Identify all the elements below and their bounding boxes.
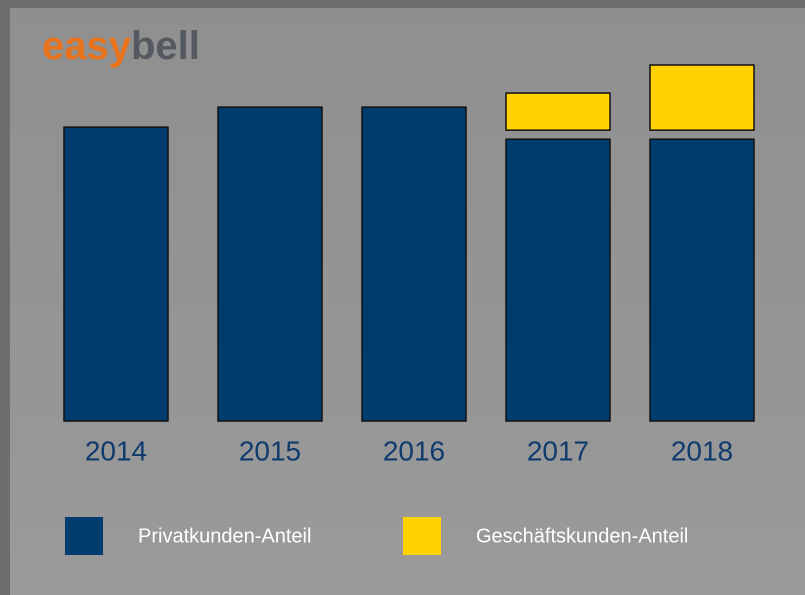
legend-swatch — [65, 517, 103, 555]
bar — [649, 138, 755, 422]
logo: easybell — [42, 24, 200, 68]
bar — [361, 106, 467, 422]
x-tick-label: 2018 — [671, 435, 733, 466]
bar — [505, 138, 611, 422]
bar — [505, 92, 611, 131]
x-tick-label: 2014 — [85, 435, 147, 466]
x-tick-label: 2017 — [527, 435, 589, 466]
logo-bell: bell — [131, 24, 200, 68]
bar — [217, 106, 323, 422]
bar — [649, 64, 755, 131]
legend-label: Privatkunden-Anteil — [138, 525, 311, 547]
bar — [63, 126, 169, 422]
x-tick-label: 2016 — [383, 435, 445, 466]
legend-label: Geschäftskunden-Anteil — [476, 525, 688, 547]
legend-swatch — [403, 517, 441, 555]
x-tick-label: 2015 — [239, 435, 301, 466]
logo-easy: easy — [42, 24, 132, 68]
